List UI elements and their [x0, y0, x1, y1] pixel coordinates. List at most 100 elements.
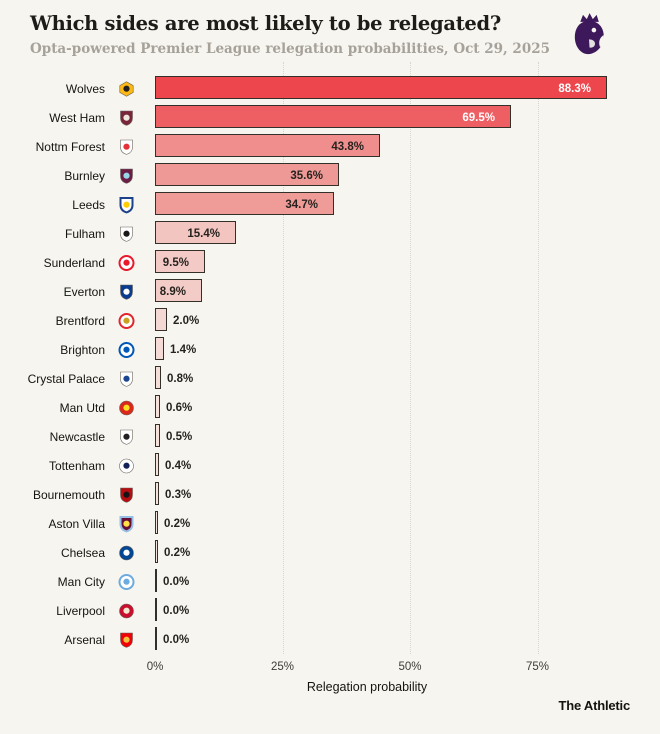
probability-value: 1.4%: [170, 343, 197, 356]
premier-league-lion-icon: [567, 11, 611, 59]
team-label: Tottenham: [48, 458, 105, 473]
probability-bar: [155, 105, 511, 128]
probability-value: 0.0%: [163, 633, 190, 646]
team-crest-icon: [118, 573, 135, 590]
probability-value: 35.6%: [290, 169, 323, 182]
table-row: Brighton 1.4%: [0, 335, 660, 364]
team-label: Liverpool: [56, 603, 105, 618]
team-label: Everton: [63, 284, 105, 299]
probability-value: 0.5%: [166, 430, 193, 443]
probability-bar: [155, 221, 236, 244]
team-crest-icon: [118, 370, 135, 387]
team-label: Wolves: [65, 81, 105, 96]
table-row: Arsenal 0.0%: [0, 625, 660, 654]
probability-bar: [155, 482, 159, 505]
team-label: West Ham: [49, 110, 105, 125]
team-label: Sunderland: [43, 255, 105, 270]
page-subtitle: Opta-powered Premier League relegation p…: [30, 41, 551, 57]
team-crest-icon: [118, 602, 135, 619]
table-row: Aston Villa 0.2%: [0, 509, 660, 538]
team-crest-icon: [118, 167, 135, 184]
table-row: Wolves 88.3%: [0, 74, 660, 103]
probability-value: 8.9%: [159, 285, 186, 298]
probability-bar: [155, 134, 380, 157]
probability-value: 9.5%: [162, 256, 189, 269]
x-axis-tick: 75%: [525, 661, 550, 673]
team-label: Nottm Forest: [35, 139, 105, 154]
team-crest-icon: [118, 80, 135, 97]
team-crest-icon: [118, 283, 135, 300]
team-label: Aston Villa: [48, 516, 105, 531]
team-crest-icon: [118, 631, 135, 648]
team-crest-icon: [118, 138, 135, 155]
probability-bar: [155, 163, 339, 186]
x-axis-tick: 25%: [270, 661, 295, 673]
table-row: Bournemouth 0.3%: [0, 480, 660, 509]
probability-bar: [155, 540, 158, 563]
team-crest-icon: [118, 225, 135, 242]
probability-bar: [155, 308, 167, 331]
probability-bar: [155, 366, 161, 389]
team-label: Brighton: [60, 342, 105, 357]
probability-value: 0.8%: [167, 372, 194, 385]
team-label: Bournemouth: [32, 487, 105, 502]
table-row: Fulham 15.4%: [0, 219, 660, 248]
probability-bar: [155, 569, 157, 592]
probability-bar: [155, 76, 607, 99]
table-row: Tottenham 0.4%: [0, 451, 660, 480]
team-label: Brentford: [55, 313, 105, 328]
table-row: Sunderland 9.5%: [0, 248, 660, 277]
team-crest-icon: [118, 515, 135, 532]
team-crest-icon: [118, 254, 135, 271]
the-athletic-logo: The Athletic: [558, 698, 630, 713]
table-row: Burnley 35.6%: [0, 161, 660, 190]
team-crest-icon: [118, 109, 135, 126]
team-label: Chelsea: [60, 545, 105, 560]
team-crest-icon: [118, 312, 135, 329]
table-row: Man City 0.0%: [0, 567, 660, 596]
table-row: Chelsea 0.2%: [0, 538, 660, 567]
probability-value: 0.2%: [164, 517, 191, 530]
team-crest-icon: [118, 486, 135, 503]
x-axis-label: Relegation probability: [306, 680, 428, 694]
table-row: Man Utd 0.6%: [0, 393, 660, 422]
probability-bar: [155, 337, 164, 360]
team-crest-icon: [118, 196, 135, 213]
probability-value: 15.4%: [187, 227, 220, 240]
table-row: West Ham 69.5%: [0, 103, 660, 132]
probability-value: 0.0%: [163, 575, 190, 588]
probability-bar: [155, 424, 160, 447]
team-crest-icon: [118, 457, 135, 474]
table-row: Brentford 2.0%: [0, 306, 660, 335]
team-label: Man City: [57, 574, 105, 589]
table-row: Nottm Forest 43.8%: [0, 132, 660, 161]
team-label: Crystal Palace: [27, 371, 105, 386]
probability-bar: [155, 395, 160, 418]
probability-value: 0.0%: [163, 604, 190, 617]
probability-value: 0.2%: [164, 546, 191, 559]
relegation-bar-chart: Wolves 88.3% West Ham 69.5% Nottm Forest…: [0, 74, 660, 654]
team-label: Leeds: [72, 197, 105, 212]
probability-value: 0.3%: [165, 488, 192, 501]
probability-bar: [155, 453, 159, 476]
team-label: Fulham: [64, 226, 105, 241]
team-label: Burnley: [64, 168, 105, 183]
team-label: Newcastle: [49, 429, 105, 444]
probability-value: 69.5%: [462, 111, 495, 124]
probability-bar: [155, 192, 334, 215]
team-crest-icon: [118, 428, 135, 445]
probability-value: 43.8%: [331, 140, 364, 153]
page-title: Which sides are most likely to be relega…: [30, 12, 501, 35]
probability-value: 88.3%: [558, 82, 591, 95]
probability-value: 0.4%: [165, 459, 192, 472]
x-axis-tick: 50%: [398, 661, 422, 673]
probability-bar: [155, 598, 157, 621]
team-label: Man Utd: [59, 400, 105, 415]
team-crest-icon: [118, 341, 135, 358]
table-row: Leeds 34.7%: [0, 190, 660, 219]
team-crest-icon: [118, 399, 135, 416]
probability-bar: [155, 250, 205, 273]
probability-value: 2.0%: [173, 314, 200, 327]
probability-value: 34.7%: [285, 198, 318, 211]
